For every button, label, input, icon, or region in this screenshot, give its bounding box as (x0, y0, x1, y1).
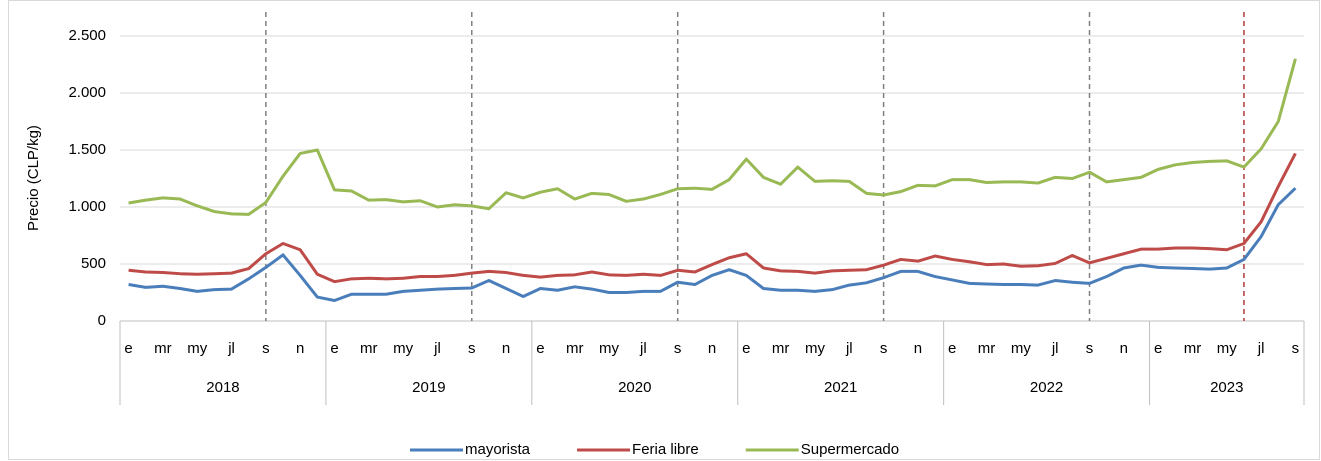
x-group-label: 2022 (1030, 379, 1063, 396)
x-tick-label: e (1154, 340, 1162, 357)
chart-border (8, 0, 1320, 460)
x-tick-label: my (599, 340, 619, 357)
x-tick-label: n (914, 340, 922, 357)
x-tick-label: jl (1257, 340, 1265, 357)
x-tick-label: jl (1051, 340, 1059, 357)
x-tick-label: n (296, 340, 304, 357)
y-axis-label: Precio (CLP/kg) (25, 125, 42, 231)
x-tick-label: e (124, 340, 132, 357)
series-line (128, 152, 1297, 284)
y-tick-label: 0 (98, 312, 106, 329)
y-tick-label: 1.500 (68, 141, 106, 158)
x-tick-label: n (1120, 340, 1128, 357)
x-tick-label: s (262, 340, 270, 357)
x-tick-label: mr (978, 340, 996, 357)
x-tick-label: mr (1184, 340, 1202, 357)
x-tick-label: e (948, 340, 956, 357)
x-tick-label: e (742, 340, 750, 357)
x-tick-label: s (1292, 340, 1300, 357)
x-tick-label: mr (566, 340, 584, 357)
x-tick-label: mr (772, 340, 790, 357)
series-line (128, 187, 1297, 302)
x-tick-label: s (880, 340, 888, 357)
series-line (128, 58, 1297, 216)
y-tick-label: 2.500 (68, 27, 106, 44)
x-tick-label: s (1086, 340, 1094, 357)
x-tick-label: s (468, 340, 476, 357)
x-group-label: 2021 (824, 379, 857, 396)
x-tick-label: jl (227, 340, 235, 357)
y-tick-label: 2.000 (68, 84, 106, 101)
x-tick-label: jl (433, 340, 441, 357)
x-group-label: 2020 (618, 379, 651, 396)
x-tick-label: jl (639, 340, 647, 357)
x-tick-label: e (536, 340, 544, 357)
x-tick-label: my (805, 340, 825, 357)
x-tick-label: n (708, 340, 716, 357)
x-group-label: 2018 (206, 379, 239, 396)
x-tick-label: my (1217, 340, 1237, 357)
x-group-label: 2019 (412, 379, 445, 396)
x-tick-label: my (1011, 340, 1031, 357)
x-tick-label: jl (845, 340, 853, 357)
legend-label: Feria libre (632, 441, 699, 458)
x-tick-label: my (187, 340, 207, 357)
legend-label: Supermercado (801, 441, 899, 458)
x-tick-label: my (393, 340, 413, 357)
y-tick-label: 1.000 (68, 198, 106, 215)
x-tick-label: n (502, 340, 510, 357)
legend-label: mayorista (465, 441, 531, 458)
x-tick-label: mr (154, 340, 172, 357)
x-tick-label: s (674, 340, 682, 357)
x-tick-label: e (330, 340, 338, 357)
y-tick-label: 500 (81, 255, 106, 272)
x-tick-label: mr (360, 340, 378, 357)
x-group-label: 2023 (1210, 379, 1243, 396)
